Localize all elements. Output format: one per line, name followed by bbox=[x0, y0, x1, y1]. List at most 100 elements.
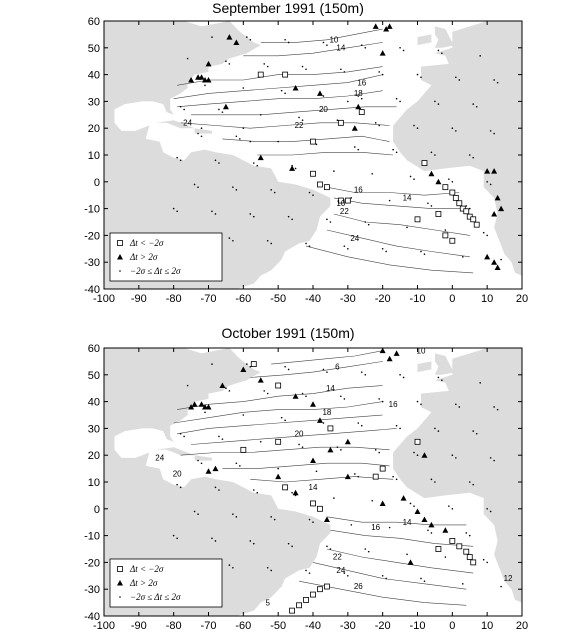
positive-anomaly-marker bbox=[442, 527, 449, 533]
normal-anomaly-marker bbox=[493, 406, 495, 408]
positive-anomaly-marker bbox=[205, 468, 212, 474]
positive-anomaly-marker bbox=[205, 76, 212, 83]
negative-anomaly-marker bbox=[250, 361, 257, 367]
normal-anomaly-marker bbox=[455, 403, 457, 406]
positive-anomaly-marker bbox=[198, 74, 205, 80]
normal-anomaly-marker bbox=[489, 130, 492, 132]
normal-anomaly-marker bbox=[256, 491, 259, 494]
normal-anomaly-marker bbox=[378, 71, 380, 73]
normal-anomaly-marker bbox=[249, 540, 252, 542]
legend-label: −2σ ≤ Δt ≤ 2σ bbox=[130, 266, 181, 276]
normal-anomaly-marker bbox=[211, 210, 213, 213]
normal-anomaly-marker bbox=[482, 558, 485, 561]
negative-anomaly-marker bbox=[303, 597, 309, 603]
normal-anomaly-marker bbox=[235, 135, 238, 138]
negative-anomaly-marker bbox=[257, 71, 264, 78]
positive-anomaly-marker bbox=[491, 168, 498, 174]
normal-anomaly-marker bbox=[197, 459, 199, 462]
normal-anomaly-marker bbox=[395, 424, 398, 427]
normal-anomaly-marker bbox=[214, 159, 217, 162]
normal-anomaly-marker bbox=[204, 84, 206, 87]
contour-label: 10 bbox=[417, 346, 426, 355]
isotherm-line bbox=[243, 42, 383, 57]
negative-anomaly-marker bbox=[289, 607, 296, 614]
y-tick-label: -40 bbox=[84, 611, 100, 623]
normal-anomaly-marker bbox=[232, 566, 234, 569]
normal-anomaly-marker bbox=[388, 526, 391, 529]
positive-anomaly-marker bbox=[344, 438, 351, 445]
normal-anomaly-marker bbox=[448, 178, 450, 180]
isotherm-line bbox=[222, 135, 390, 142]
normal-anomaly-marker bbox=[252, 542, 255, 545]
normal-anomaly-marker bbox=[468, 481, 471, 483]
normal-anomaly-marker bbox=[374, 122, 377, 124]
positive-anomaly-marker bbox=[310, 401, 316, 407]
normal-anomaly-marker bbox=[381, 73, 384, 76]
normal-anomaly-marker bbox=[298, 116, 300, 119]
normal-anomaly-marker bbox=[176, 537, 178, 540]
negative-anomaly-marker bbox=[310, 500, 316, 507]
isotherm-line bbox=[250, 476, 394, 483]
normal-anomaly-marker bbox=[301, 65, 304, 68]
normal-anomaly-marker bbox=[183, 108, 185, 111]
normal-anomaly-marker bbox=[312, 194, 314, 196]
normal-anomaly-marker bbox=[420, 403, 422, 406]
normal-anomaly-marker bbox=[385, 577, 387, 580]
normal-anomaly-marker bbox=[193, 183, 196, 186]
x-tick-label: -10 bbox=[410, 620, 426, 632]
isotherm-line bbox=[326, 516, 467, 526]
normal-anomaly-marker bbox=[430, 532, 433, 534]
normal-anomaly-marker bbox=[329, 548, 332, 550]
normal-anomaly-marker bbox=[468, 207, 471, 210]
negative-anomaly-marker bbox=[435, 546, 442, 552]
normal-anomaly-marker bbox=[479, 382, 482, 384]
normal-anomaly-marker bbox=[437, 103, 440, 105]
normal-anomaly-marker bbox=[322, 422, 325, 424]
normal-anomaly-marker bbox=[239, 465, 241, 467]
normal-anomaly-marker bbox=[270, 516, 273, 518]
isotherm-line bbox=[326, 186, 460, 196]
negative-anomaly-marker bbox=[456, 543, 463, 550]
negative-anomaly-marker bbox=[275, 438, 282, 445]
normal-anomaly-marker bbox=[451, 454, 454, 457]
normal-anomaly-marker bbox=[360, 97, 363, 100]
x-tick-label: 10 bbox=[481, 620, 493, 632]
negative-anomaly-marker bbox=[327, 425, 334, 432]
land-iceland bbox=[369, 337, 407, 340]
y-tick-label: 60 bbox=[88, 16, 100, 28]
normal-anomaly-marker bbox=[347, 100, 349, 103]
normal-anomaly-marker bbox=[294, 167, 297, 170]
normal-anomaly-marker bbox=[496, 408, 499, 411]
normal-anomaly-marker bbox=[242, 127, 245, 129]
normal-anomaly-marker bbox=[179, 432, 182, 435]
normal-anomaly-marker bbox=[489, 183, 492, 186]
normal-anomaly-marker bbox=[427, 529, 429, 532]
normal-anomaly-marker bbox=[197, 186, 199, 188]
normal-anomaly-marker bbox=[270, 189, 273, 191]
normal-anomaly-marker bbox=[437, 430, 440, 432]
isotherm-line bbox=[333, 213, 470, 236]
normal-anomaly-marker bbox=[228, 237, 231, 239]
negative-anomaly-marker bbox=[117, 240, 123, 246]
negative-anomaly-marker bbox=[324, 184, 330, 191]
normal-anomaly-marker bbox=[402, 376, 405, 379]
contour-label: 16 bbox=[354, 186, 363, 195]
normal-anomaly-marker bbox=[242, 87, 245, 89]
normal-anomaly-marker bbox=[235, 462, 238, 465]
normal-anomaly-marker bbox=[308, 245, 311, 247]
normal-anomaly-marker bbox=[284, 38, 286, 41]
normal-anomaly-marker bbox=[451, 181, 454, 183]
positive-anomaly-marker bbox=[372, 23, 379, 29]
panel-title: October 1991 (150m) bbox=[221, 325, 355, 341]
normal-anomaly-marker bbox=[354, 146, 356, 148]
normal-anomaly-marker bbox=[186, 57, 189, 60]
normal-anomaly-marker bbox=[273, 191, 276, 194]
normal-anomaly-marker bbox=[239, 138, 241, 140]
normal-anomaly-marker bbox=[315, 470, 318, 473]
x-tick-label: -60 bbox=[235, 293, 251, 305]
normal-anomaly-marker bbox=[200, 135, 203, 138]
contour-label: 24 bbox=[183, 119, 192, 128]
normal-anomaly-marker bbox=[284, 92, 286, 95]
normal-anomaly-marker bbox=[354, 473, 356, 475]
normal-anomaly-marker bbox=[252, 489, 255, 491]
